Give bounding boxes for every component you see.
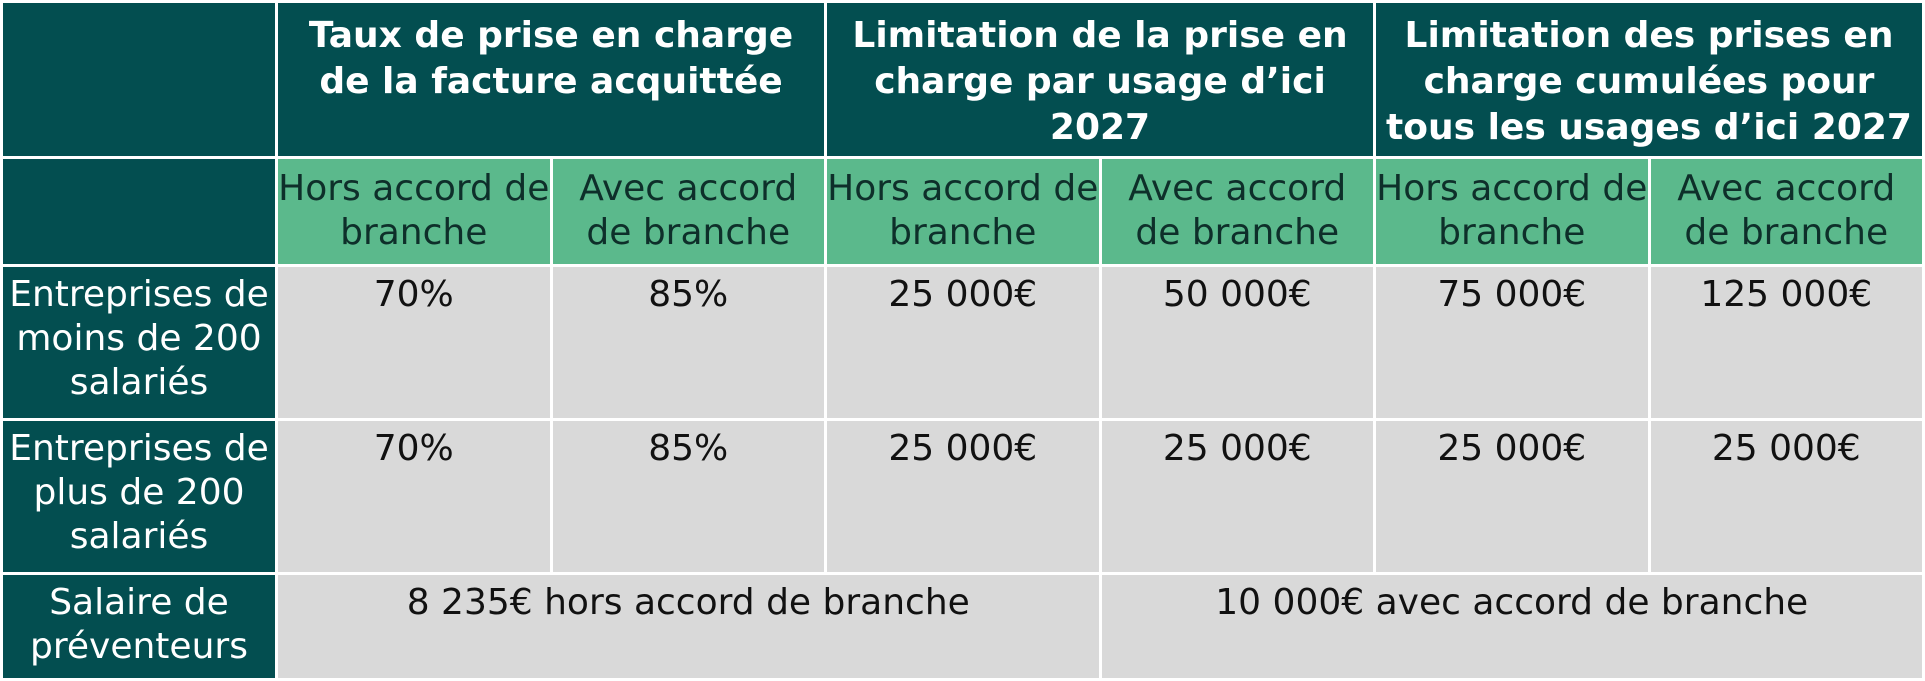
cell-value: 70% <box>278 267 550 418</box>
cell-value: 70% <box>278 420 550 572</box>
subheader-hors-2: Hors accord de branche <box>827 158 1099 265</box>
cell-value: 25 000€ <box>1650 420 1922 572</box>
cell-value: 25 000€ <box>1376 420 1648 572</box>
corner-cell <box>3 3 275 156</box>
cell-value: 25 000€ <box>827 267 1099 418</box>
subheader-avec-2: Avec accord de branche <box>1101 158 1373 265</box>
salary-hors-cell: 8 235€ hors accord de branche <box>278 574 1099 678</box>
table-subheader-row: Hors accord de branche Avec accord de br… <box>3 158 1922 265</box>
row-label-plus-200: Entreprises de plus de 200 salariés <box>3 420 275 572</box>
cell-value: 50 000€ <box>1101 267 1373 418</box>
cell-value: 85% <box>552 420 824 572</box>
cell-value: 25 000€ <box>1101 420 1373 572</box>
header-limitation-usage: Limitation de la prise en charge par usa… <box>827 3 1373 156</box>
subheader-avec-3: Avec accord de branche <box>1650 158 1922 265</box>
subheader-hors-1: Hors accord de branche <box>278 158 550 265</box>
header-limitation-cumulees: Limitation des prises en charge cumulées… <box>1376 3 1922 156</box>
table-row-salary: Salaire de préventeurs 8 235€ hors accor… <box>3 574 1922 678</box>
table-row: Entreprises de moins de 200 salariés 70%… <box>3 267 1922 418</box>
subheader-avec-1: Avec accord de branche <box>552 158 824 265</box>
cell-value: 25 000€ <box>827 420 1099 572</box>
subheader-hors-3: Hors accord de branche <box>1376 158 1648 265</box>
cell-value: 75 000€ <box>1376 267 1648 418</box>
header-taux: Taux de prise en charge de la facture ac… <box>278 3 824 156</box>
cell-value: 85% <box>552 267 824 418</box>
row-label-moins-200: Entreprises de moins de 200 salariés <box>3 267 275 418</box>
table-header-row: Taux de prise en charge de la facture ac… <box>3 3 1922 156</box>
table-row: Entreprises de plus de 200 salariés 70% … <box>3 420 1922 572</box>
corner-cell-sub <box>3 158 275 265</box>
salary-avec-cell: 10 000€ avec accord de branche <box>1101 574 1922 678</box>
row-label-salaire: Salaire de préventeurs <box>3 574 275 678</box>
cell-value: 125 000€ <box>1650 267 1922 418</box>
